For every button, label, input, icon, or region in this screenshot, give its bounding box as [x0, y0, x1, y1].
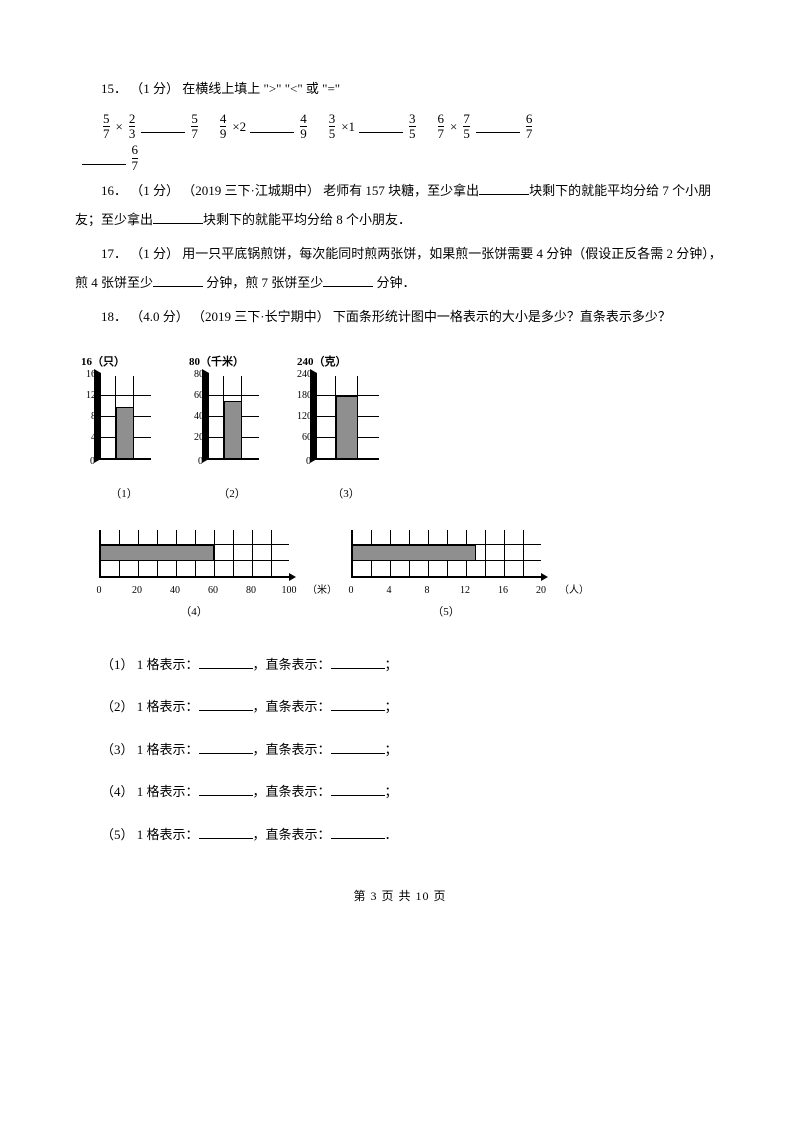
q15-part-0: 57×2357	[101, 110, 200, 144]
q18-sub-blank-0[interactable]	[331, 656, 385, 669]
q17-points: （1 分）	[130, 246, 179, 261]
vchart-2: 80（千米） 20406080 0 （2）	[205, 350, 259, 506]
q15-part-2: 35×135	[327, 110, 418, 144]
q18-sub-blank-2[interactable]	[199, 741, 253, 754]
q17: 17． （1 分） 用一只平底锅煎饼，每次能同时煎两张饼，如果煎一张饼需要 4 …	[75, 240, 725, 297]
q15-stem: 15． （1 分） 在横线上填上 ">" "<" 或 "="	[75, 75, 725, 104]
q17-blank-1[interactable]	[153, 274, 203, 287]
page-footer: 第 3 页 共 10 页	[75, 883, 725, 909]
q15-blank-0[interactable]	[141, 120, 185, 133]
q15-number: 15．	[101, 81, 127, 96]
q16-blank-1[interactable]	[479, 182, 529, 195]
q18-sub-4: （4） 1 格表示：，直条表示：；	[75, 778, 725, 807]
q18-sub-5: （5） 1 格表示：，直条表示：．	[75, 821, 725, 850]
q18-sub-blank-3[interactable]	[199, 783, 253, 796]
q18-sub-3: （3） 1 格表示：，直条表示：；	[75, 736, 725, 765]
q16-text-a: 老师有 157 块糖，至少拿出	[323, 183, 479, 198]
q17-text-c: 分钟．	[373, 275, 415, 290]
q18-source: （2019 三下·长宁期中）	[192, 309, 330, 324]
q18-sub-2: （2） 1 格表示：，直条表示：；	[75, 693, 725, 722]
hchart-5: 048121620（人） （5）	[351, 530, 541, 624]
q18-sub-blank-2[interactable]	[331, 741, 385, 754]
vchart-3: 240（克） 60120180240 0 （3）	[313, 350, 379, 506]
q18-text: 下面条形统计图中一格表示的大小是多少？直条表示多少？	[333, 309, 671, 324]
q18-answers: （1） 1 格表示：，直条表示：； （2） 1 格表示：，直条表示：； （3） 1 …	[75, 651, 725, 850]
q18-sub-blank-3[interactable]	[331, 783, 385, 796]
vchart-1: 16（只） 481216 0 （1）	[97, 350, 151, 506]
vertical-charts: 16（只） 481216 0 （1） 80（千米） 20406080 0 （2）…	[75, 350, 725, 506]
q15-points: （1 分）	[130, 81, 179, 96]
q15-expressions: 57×2357 49×249 35×135 67×7567	[75, 110, 725, 144]
q18-points: （4.0 分）	[130, 309, 189, 324]
q18-sub-blank-1[interactable]	[199, 698, 253, 711]
q18-sub-1: （1） 1 格表示：，直条表示：；	[75, 651, 725, 680]
q15-blank-3[interactable]	[476, 120, 520, 133]
q18-sub-blank-4[interactable]	[331, 826, 385, 839]
q15-part-3: 67×7567	[436, 110, 535, 144]
q17-text-b: 分钟，煎 7 张饼至少	[203, 275, 323, 290]
q18-sub-blank-0[interactable]	[199, 656, 253, 669]
q15-blank-2[interactable]	[359, 120, 403, 133]
q16-blank-2[interactable]	[153, 211, 203, 224]
q16-source: （2019 三下·江城期中）	[182, 183, 320, 198]
q18-number: 18．	[101, 309, 127, 324]
hchart-4: 020406080100（米） （4）	[99, 530, 289, 624]
page-root: 15． （1 分） 在横线上填上 ">" "<" 或 "=" 57×2357 49…	[0, 0, 800, 940]
q16-points: （1 分）	[130, 183, 179, 198]
q17-blank-2[interactable]	[323, 274, 373, 287]
q16: 16． （1 分） （2019 三下·江城期中） 老师有 157 块糖，至少拿出…	[75, 177, 725, 234]
q18-sub-blank-4[interactable]	[199, 826, 253, 839]
q15-blank-ext[interactable]	[82, 152, 126, 165]
q17-number: 17．	[101, 246, 127, 261]
q16-text-c: 块剩下的就能平均分给 8 个小朋友．	[203, 212, 411, 227]
q15-part-1: 49×249	[218, 110, 309, 144]
q16-number: 16．	[101, 183, 127, 198]
q15-cont: 67	[75, 143, 725, 173]
q15-blank-1[interactable]	[250, 120, 294, 133]
q18-stem: 18． （4.0 分） （2019 三下·长宁期中） 下面条形统计图中一格表示的…	[75, 303, 725, 332]
q18-sub-blank-1[interactable]	[331, 698, 385, 711]
horizontal-charts: 020406080100（米） （4） 048121620（人） （5）	[99, 530, 725, 624]
q15-text: 在横线上填上 ">" "<" 或 "="	[182, 81, 340, 96]
